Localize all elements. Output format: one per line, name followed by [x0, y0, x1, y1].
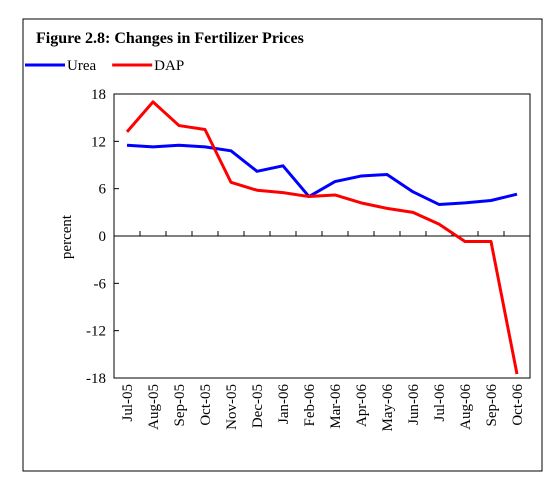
legend-label: Urea — [67, 58, 96, 74]
x-tick-label: Sep-05 — [172, 384, 188, 427]
x-tick-label: Jun-06 — [406, 384, 422, 425]
x-tick-label: Dec-05 — [250, 384, 266, 428]
chart-title: Figure 2.8: Changes in Fertilizer Prices — [36, 30, 304, 47]
y-tick-label: -12 — [86, 324, 106, 340]
y-axis-label: percent — [59, 214, 75, 259]
line-series — [126, 143, 518, 206]
x-tick-label: May-06 — [380, 384, 396, 432]
x-tick-label: Apr-06 — [354, 384, 370, 428]
x-tick-label: Jan-06 — [276, 384, 292, 424]
y-tick-label: -18 — [86, 371, 106, 387]
x-tick-label: Mar-06 — [328, 384, 344, 429]
x-tick-label: Feb-06 — [302, 384, 318, 427]
y-tick-label: 18 — [91, 87, 106, 103]
x-tick-label: Aug-05 — [146, 384, 162, 430]
line-series — [125, 100, 519, 375]
x-tick-label: Jul-06 — [432, 384, 448, 422]
x-tick-label: Oct-05 — [198, 384, 214, 426]
x-tick-label: Jul-05 — [120, 384, 136, 422]
x-tick-label: Nov-05 — [224, 384, 240, 430]
y-tick-label: 0 — [99, 229, 107, 245]
x-tick-label: Oct-06 — [510, 384, 526, 426]
x-tick-label: Sep-06 — [484, 384, 500, 427]
y-tick-label: 12 — [91, 134, 106, 150]
y-tick-label: 6 — [99, 182, 107, 198]
x-tick-label: Aug-06 — [458, 384, 474, 430]
y-tick-label: -6 — [94, 276, 107, 292]
legend-label: DAP — [154, 58, 184, 74]
